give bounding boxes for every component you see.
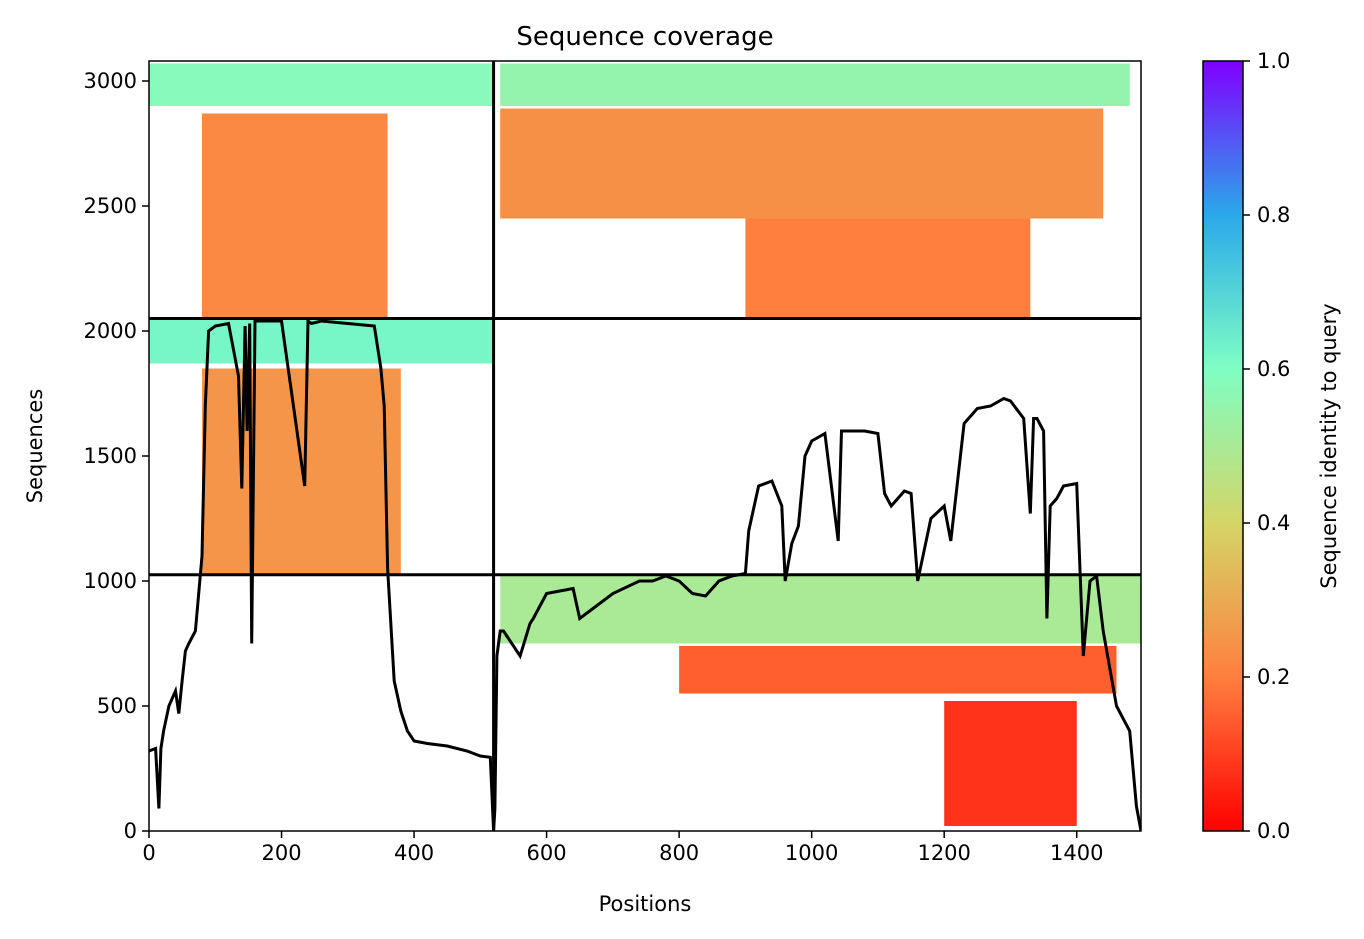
y-axis-ticks: 0 500 1000 1500 2000 2500 3000	[84, 69, 149, 843]
colorbar-label: Sequence identity to query	[1317, 303, 1341, 588]
x-tick-label: 0	[142, 841, 155, 865]
x-tick-label: 1400	[1050, 841, 1103, 865]
x-tick-label: 600	[527, 841, 567, 865]
y-tick-label: 1500	[84, 444, 137, 468]
block-chain2-bottom-high	[500, 576, 1141, 644]
block-chain2-top-high	[500, 63, 1130, 106]
x-tick-label: 800	[659, 841, 699, 865]
y-axis-label: Sequences	[23, 389, 47, 504]
block-chain1-top-high	[149, 63, 494, 106]
colorbar-tick-label: 1.0	[1257, 49, 1290, 73]
block-chain1-mid-high	[149, 319, 494, 364]
coverage-blocks	[149, 63, 1141, 826]
x-axis-label: Positions	[599, 892, 692, 916]
x-tick-label: 400	[394, 841, 434, 865]
colorbar	[1202, 60, 1244, 832]
x-axis-ticks: 0 200 400 600 800 1000 1200 1400	[142, 831, 1103, 865]
x-tick-label: 200	[261, 841, 301, 865]
colorbar-ticks: 0.0 0.2 0.4 0.6 0.8 1.0	[1243, 49, 1290, 843]
y-tick-label: 0	[124, 819, 137, 843]
x-tick-label: 1200	[917, 841, 970, 865]
y-tick-label: 500	[97, 694, 137, 718]
x-tick-label: 1000	[785, 841, 838, 865]
block-chain2-bottom-mid	[679, 646, 1117, 694]
coverage-line	[149, 318, 1141, 831]
block-chain2-top	[500, 108, 1104, 219]
y-tick-label: 1000	[84, 569, 137, 593]
colorbar-tick-label: 0.8	[1257, 203, 1290, 227]
colorbar-tick-label: 0.6	[1257, 357, 1290, 381]
block-chain1-top	[202, 113, 388, 319]
block-chain2-top-low	[745, 218, 1031, 319]
colorbar-tick-label: 0.0	[1257, 819, 1290, 843]
y-tick-label: 3000	[84, 69, 137, 93]
chart-title: Sequence coverage	[516, 22, 773, 52]
colorbar-tick-label: 0.4	[1257, 511, 1290, 535]
domain-boundaries	[149, 61, 1141, 831]
colorbar-tick-label: 0.2	[1257, 665, 1290, 689]
y-tick-label: 2500	[84, 194, 137, 218]
y-tick-label: 2000	[84, 319, 137, 343]
plot-frame	[148, 60, 1142, 832]
block-chain2-bottom-low	[944, 701, 1077, 826]
